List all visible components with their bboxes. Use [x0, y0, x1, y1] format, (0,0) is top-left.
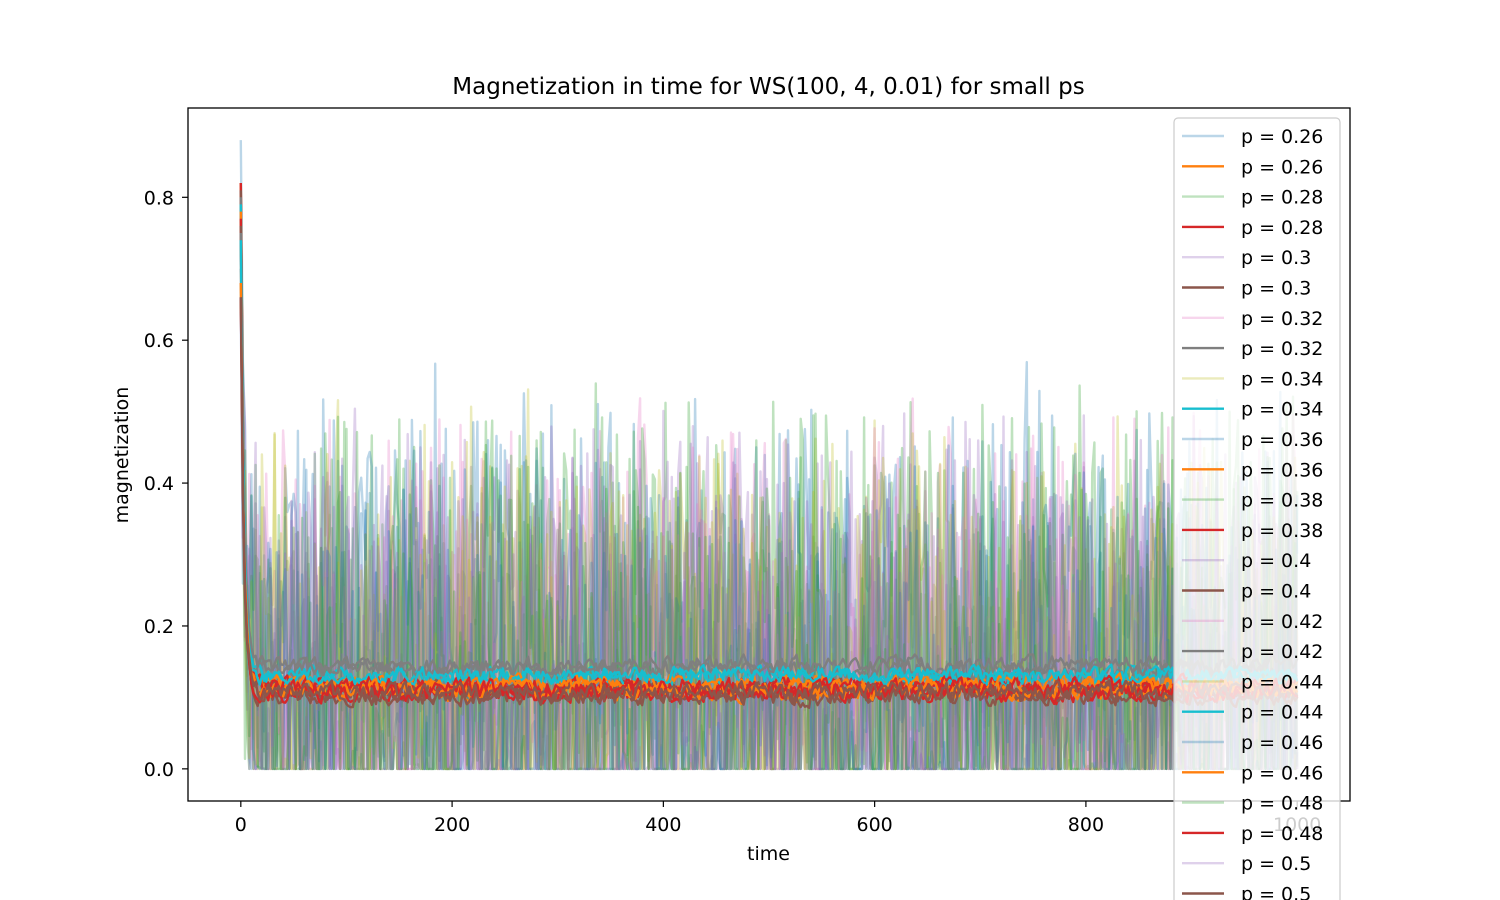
series-line-13: [239, 268, 1298, 771]
legend-label: p = 0.48: [1241, 823, 1323, 845]
x-tick-label: 600: [857, 814, 893, 836]
x-tick-label: 400: [645, 814, 681, 836]
series-line-11: [239, 254, 1299, 771]
chart-title: Magnetization in time for WS(100, 4, 0.0…: [452, 74, 1084, 100]
legend-label: p = 0.34: [1241, 399, 1323, 421]
legend-label: p = 0.26: [1241, 156, 1323, 178]
legend-box: [1173, 117, 1341, 900]
legend-label: p = 0.5: [1241, 884, 1311, 900]
legend-label: p = 0.4: [1241, 550, 1311, 572]
x-tick-label: 0: [235, 814, 247, 836]
legend-label: p = 0.44: [1241, 702, 1323, 724]
x-tick-label: 200: [434, 814, 470, 836]
legend-label: p = 0.34: [1241, 368, 1323, 390]
y-axis: 0.0 0.2 0.4 0.6 0.8: [144, 187, 188, 781]
legend-label: p = 0.5: [1241, 853, 1311, 875]
series-line-26: [239, 297, 1299, 709]
legend-label: p = 0.44: [1241, 671, 1323, 693]
series-line-1: [239, 140, 1299, 771]
y-axis-label: magnetization: [111, 387, 133, 524]
legend-label: p = 0.46: [1241, 732, 1323, 754]
series-line-17: [239, 282, 1298, 771]
legend-label: p = 0.3: [1241, 247, 1311, 269]
legend-label: p = 0.28: [1241, 187, 1323, 209]
legend-label: p = 0.46: [1241, 762, 1323, 784]
series-line-7: [239, 225, 1299, 771]
legend-label: p = 0.36: [1241, 459, 1323, 481]
legend-label: p = 0.4: [1241, 581, 1311, 603]
legend-label: p = 0.36: [1241, 429, 1323, 451]
x-tick-label: 800: [1068, 814, 1104, 836]
legend-label: p = 0.28: [1241, 217, 1323, 239]
legend: p = 0.26 p = 0.26 p = 0.28 p = 0.28 p = 0.3 p…: [1173, 117, 1341, 900]
series-line-5: [239, 211, 1299, 771]
legend-label: p = 0.42: [1241, 641, 1323, 663]
y-tick-label: 0.0: [144, 759, 174, 781]
legend-label: p = 0.32: [1241, 338, 1323, 360]
legend-label: p = 0.48: [1241, 793, 1323, 815]
y-tick-label: 0.8: [144, 187, 174, 209]
series-line-3: [239, 197, 1299, 771]
y-tick-label: 0.6: [144, 330, 174, 352]
series-layer: [239, 140, 1299, 771]
series-line-25: [239, 311, 1299, 771]
legend-label: p = 0.32: [1241, 308, 1323, 330]
y-tick-label: 0.4: [144, 473, 174, 495]
series-line-24: [239, 297, 1298, 706]
legend-label: p = 0.42: [1241, 611, 1323, 633]
legend-label: p = 0.3: [1241, 278, 1311, 300]
series-line-23: [239, 297, 1299, 771]
legend-label: p = 0.38: [1241, 490, 1323, 512]
y-tick-label: 0.2: [144, 616, 174, 638]
legend-label: p = 0.38: [1241, 520, 1323, 542]
x-axis-label: time: [747, 843, 790, 865]
legend-label: p = 0.26: [1241, 126, 1323, 148]
plot-frame: [187, 107, 1351, 802]
